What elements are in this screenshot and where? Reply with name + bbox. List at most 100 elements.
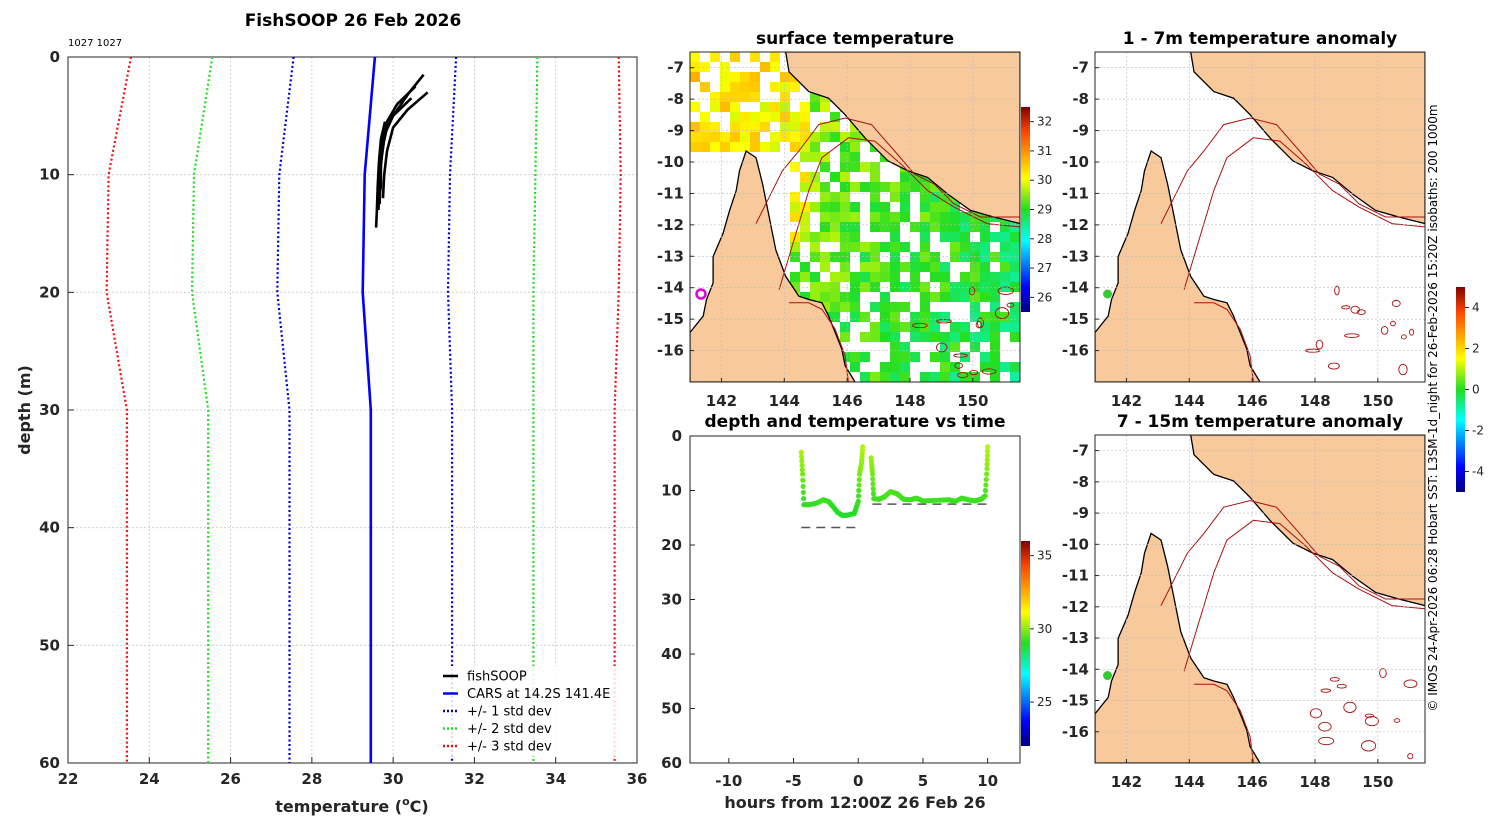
sst-cell xyxy=(960,282,970,292)
sst-cell xyxy=(920,192,930,202)
reef-isobath xyxy=(953,353,968,358)
sst-cell xyxy=(740,72,750,82)
sst-cell xyxy=(990,322,1000,332)
sst-cell xyxy=(850,242,860,252)
sst-axes-box xyxy=(689,51,1021,383)
sst-cell xyxy=(890,272,900,282)
reef-isobath xyxy=(912,322,928,329)
reef-isobath xyxy=(1320,688,1332,693)
sst-cell xyxy=(840,252,850,262)
map-x-tick-label: 144 xyxy=(1174,773,1205,791)
map-x-tick-label: 150 xyxy=(1362,392,1393,410)
sst-cell xyxy=(900,322,910,332)
sst-cell xyxy=(930,262,940,272)
dt-y-tick-label: 40 xyxy=(661,645,682,663)
dt-y-tick-label: 20 xyxy=(661,536,682,554)
sst-cell xyxy=(1000,232,1010,242)
cape-york-land xyxy=(1095,532,1261,763)
sst-cell xyxy=(850,162,860,172)
sst-cell xyxy=(840,262,850,272)
sst-cell xyxy=(870,182,880,192)
sst-colorbar-label: 28 xyxy=(1037,232,1052,246)
sst-cell xyxy=(960,332,970,342)
sst-cell xyxy=(940,212,950,222)
reef-isobath xyxy=(1356,309,1366,315)
sst-cell xyxy=(990,372,1000,382)
depth-time-point xyxy=(984,461,990,467)
isobath-1000m xyxy=(1183,137,1425,290)
sst-cell xyxy=(890,372,900,382)
sst-cell xyxy=(990,252,1000,262)
map-x-tick-label: 148 xyxy=(1299,773,1330,791)
sst-cell xyxy=(850,272,860,282)
sst-cell xyxy=(940,292,950,302)
sst-cell xyxy=(860,282,870,292)
map-y-tick-label: -15 xyxy=(1062,310,1089,328)
map-x-tick-label: 144 xyxy=(769,392,800,410)
depth-time-point xyxy=(856,487,862,494)
sst-cell xyxy=(850,182,860,192)
sst-cell xyxy=(780,132,790,142)
depth-time-point xyxy=(984,457,990,463)
sst-colorbar-label: 30 xyxy=(1037,173,1052,187)
sst-cell xyxy=(970,242,980,252)
anomaly-1-7m-location-marker xyxy=(1103,289,1113,299)
depth-time-point xyxy=(801,495,807,502)
sst-cell xyxy=(860,262,870,272)
profile-title: FishSOOP 26 Feb 2026 xyxy=(245,11,462,31)
sst-cell xyxy=(720,102,730,112)
sst-cell xyxy=(820,222,830,232)
sst-cell xyxy=(870,162,880,172)
anomaly-7-15m-map: 7 - 15m temperature anomaly 142 144 146 148… xyxy=(1062,412,1426,791)
map-y-tick-label: -8 xyxy=(667,90,684,108)
isobath-1000m xyxy=(1183,519,1425,672)
map-y-tick-label: -15 xyxy=(1062,692,1089,710)
cape-york-land xyxy=(1095,149,1261,382)
sst-cell xyxy=(930,372,940,382)
sst-cell xyxy=(800,222,810,232)
sst-cell xyxy=(910,272,920,282)
reef-isobath xyxy=(968,286,976,296)
sst-cell xyxy=(870,212,880,222)
sst-cell xyxy=(900,182,910,192)
sst-cell xyxy=(800,272,810,282)
sst-cell xyxy=(740,132,750,142)
reef-isobath xyxy=(1343,701,1357,713)
map-y-tick-label: -14 xyxy=(1062,660,1089,678)
reef-isobath xyxy=(1315,339,1324,350)
sst-cell xyxy=(940,192,950,202)
sst-cell xyxy=(830,202,840,212)
depth-time-point xyxy=(856,482,862,488)
sst-cell xyxy=(800,112,810,122)
sst-cell xyxy=(920,212,930,222)
depth-time-colorbar xyxy=(1021,541,1030,746)
sst-cell xyxy=(890,342,900,352)
sst-cell xyxy=(880,332,890,342)
sst-cell xyxy=(910,312,920,322)
sst-cell xyxy=(800,182,810,192)
map-y-tick-label: -12 xyxy=(1062,598,1089,616)
sst-cell xyxy=(860,312,870,322)
sst-cell xyxy=(930,272,940,282)
sst-cell xyxy=(920,372,930,382)
profile-y-label: depth (m) xyxy=(15,365,34,455)
cars-std2-plus-line xyxy=(532,56,539,763)
sst-cell xyxy=(920,242,930,252)
depth-time-point xyxy=(800,483,806,489)
legend-label: +/- 2 std dev xyxy=(467,722,552,737)
reef-isobath xyxy=(954,362,963,369)
dt-x-tick-label: 0 xyxy=(853,772,863,790)
depth-time-colorbar-ticks: 25 30 35 xyxy=(1030,549,1052,709)
sst-cell xyxy=(840,192,850,202)
sst-cell xyxy=(960,232,970,242)
sst-cell xyxy=(860,352,870,362)
sst-cell xyxy=(880,242,890,252)
sst-cell xyxy=(690,132,700,142)
map-y-tick-label: -10 xyxy=(1062,535,1089,553)
sst-cell xyxy=(700,112,710,122)
sst-cell xyxy=(870,272,880,282)
sst-cell xyxy=(850,152,860,162)
sst-cell xyxy=(870,192,880,202)
sst-cell xyxy=(880,292,890,302)
sst-cell xyxy=(740,142,750,152)
